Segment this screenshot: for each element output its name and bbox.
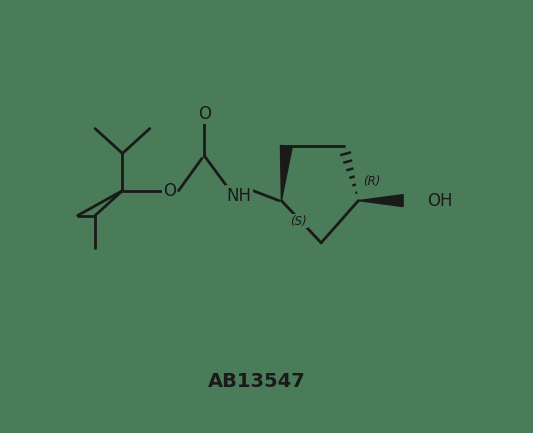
Text: (R): (R) — [364, 175, 381, 188]
Polygon shape — [358, 195, 403, 207]
Text: (S): (S) — [290, 214, 307, 227]
Text: O: O — [198, 105, 211, 123]
Text: AB13547: AB13547 — [208, 372, 305, 391]
Polygon shape — [280, 145, 292, 200]
Text: OH: OH — [427, 192, 453, 210]
Text: NH: NH — [227, 187, 252, 205]
Text: O: O — [163, 182, 176, 200]
